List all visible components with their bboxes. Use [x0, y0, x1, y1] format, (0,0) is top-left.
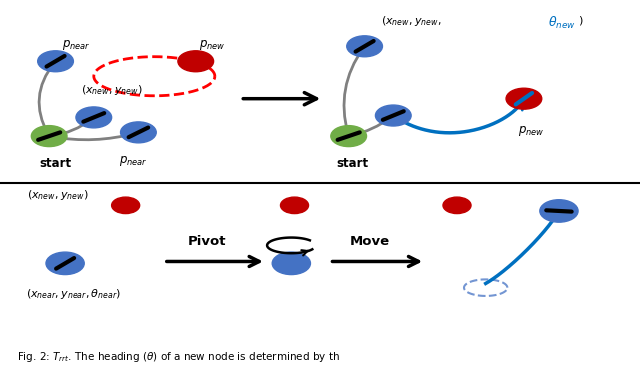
Circle shape	[76, 107, 111, 128]
Text: $(x_{near}, y_{near}, \theta_{near})$: $(x_{near}, y_{near}, \theta_{near})$	[26, 287, 121, 301]
Circle shape	[506, 88, 541, 109]
Text: $(x_{new}, y_{new},$: $(x_{new}, y_{new},$	[381, 14, 441, 29]
Text: $p_{new}$: $p_{new}$	[199, 38, 225, 52]
Text: start: start	[336, 157, 368, 170]
Circle shape	[347, 36, 383, 57]
Circle shape	[111, 197, 140, 214]
Text: $(x_{new}, y_{new})$: $(x_{new}, y_{new})$	[27, 188, 88, 202]
Text: $)$: $)$	[578, 14, 584, 28]
Circle shape	[38, 51, 74, 72]
Text: Fig. 2: $T_{rrt}$. The heading ($\theta$) of a new node is determined by th: Fig. 2: $T_{rrt}$. The heading ($\theta$…	[17, 349, 340, 364]
Circle shape	[272, 252, 310, 274]
Text: Pivot: Pivot	[188, 235, 226, 248]
Text: $(x_{new}, y_{new})$: $(x_{new}, y_{new})$	[81, 83, 143, 97]
Circle shape	[376, 105, 411, 126]
Text: start: start	[40, 157, 72, 170]
Text: $\theta_{new}$: $\theta_{new}$	[548, 14, 576, 31]
Circle shape	[178, 51, 214, 72]
Circle shape	[443, 197, 471, 214]
Text: $p_{near}$: $p_{near}$	[119, 155, 148, 169]
Circle shape	[120, 122, 156, 143]
Circle shape	[540, 200, 578, 222]
Circle shape	[31, 126, 67, 147]
Text: $p_{new}$: $p_{new}$	[518, 124, 544, 138]
Circle shape	[46, 252, 84, 274]
Circle shape	[280, 197, 308, 214]
Text: $p_{near}$: $p_{near}$	[62, 38, 90, 52]
Text: Move: Move	[349, 235, 389, 248]
Circle shape	[331, 126, 367, 147]
